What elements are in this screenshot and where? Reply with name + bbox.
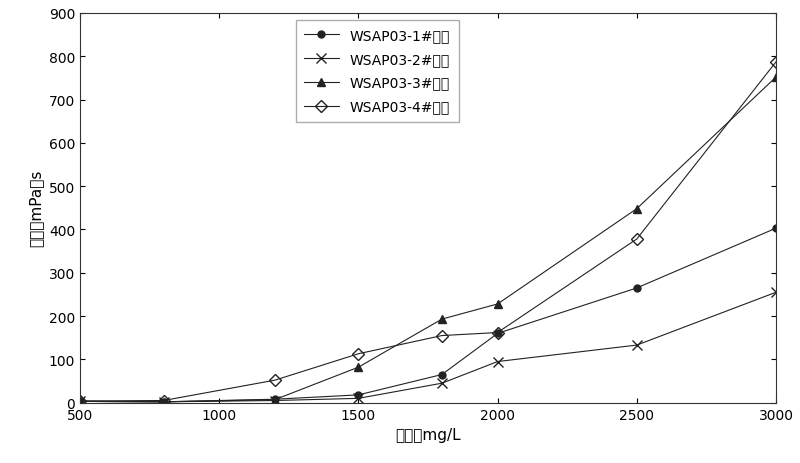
WSAP03-2#盐水: [493, 359, 502, 364]
WSAP03-2#盐水: [771, 290, 781, 295]
WSAP03-2#盐水: [437, 381, 446, 386]
WSAP03-1#盐水: [632, 286, 642, 291]
WSAP03-1#盐水: [771, 226, 781, 232]
WSAP03-1#盐水: [158, 399, 168, 405]
Legend: WSAP03-1#盐水, WSAP03-2#盐水, WSAP03-3#盐水, WSAP03-4#盐水: WSAP03-1#盐水, WSAP03-2#盐水, WSAP03-3#盐水, W…: [296, 21, 458, 122]
WSAP03-2#盐水: [75, 399, 85, 404]
WSAP03-1#盐水: [493, 331, 502, 337]
WSAP03-3#盐水: [354, 364, 363, 370]
WSAP03-1#盐水: [437, 372, 446, 377]
WSAP03-3#盐水: [158, 399, 168, 405]
WSAP03-3#盐水: [771, 75, 781, 81]
WSAP03-4#盐水: [632, 237, 642, 242]
WSAP03-4#盐水: [437, 333, 446, 338]
WSAP03-4#盐水: [75, 398, 85, 404]
WSAP03-3#盐水: [270, 397, 280, 402]
WSAP03-4#盐水: [158, 398, 168, 403]
WSAP03-3#盐水: [75, 399, 85, 404]
WSAP03-3#盐水: [437, 317, 446, 322]
Line: WSAP03-1#盐水: WSAP03-1#盐水: [77, 225, 779, 406]
WSAP03-2#盐水: [354, 396, 363, 401]
Line: WSAP03-3#盐水: WSAP03-3#盐水: [76, 74, 780, 406]
WSAP03-3#盐水: [493, 301, 502, 307]
Line: WSAP03-4#盐水: WSAP03-4#盐水: [76, 58, 780, 405]
WSAP03-1#盐水: [354, 392, 363, 398]
WSAP03-1#盐水: [270, 397, 280, 402]
X-axis label: 浓度，mg/L: 浓度，mg/L: [395, 427, 461, 442]
WSAP03-2#盐水: [632, 343, 642, 348]
Line: WSAP03-2#盐水: WSAP03-2#盐水: [75, 288, 781, 407]
WSAP03-4#盐水: [270, 377, 280, 383]
WSAP03-4#盐水: [493, 330, 502, 336]
WSAP03-2#盐水: [158, 399, 168, 405]
Y-axis label: 粘度，mPa。s: 粘度，mPa。s: [28, 170, 43, 247]
WSAP03-3#盐水: [632, 206, 642, 212]
WSAP03-2#盐水: [270, 398, 280, 403]
WSAP03-1#盐水: [75, 399, 85, 404]
WSAP03-4#盐水: [354, 351, 363, 357]
WSAP03-4#盐水: [771, 60, 781, 65]
